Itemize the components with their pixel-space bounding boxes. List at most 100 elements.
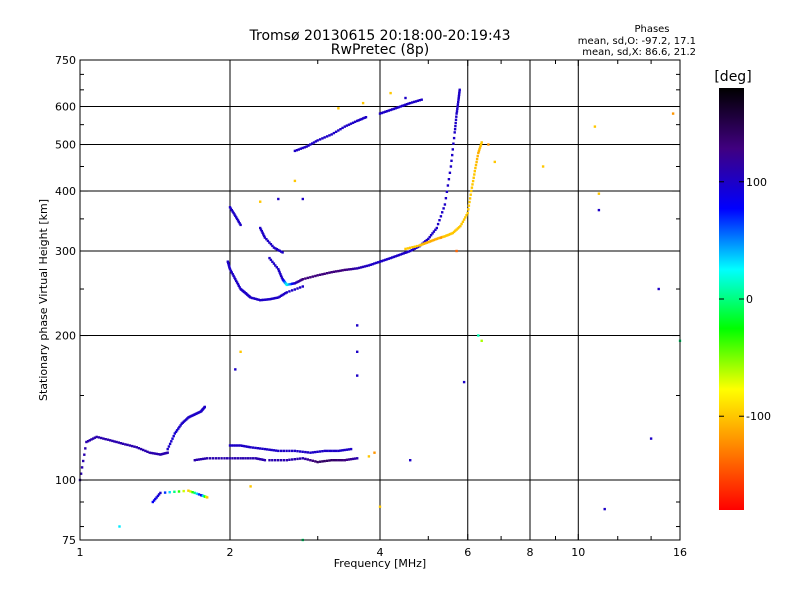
data-point [493, 160, 496, 164]
data-point [363, 116, 366, 119]
data-point [401, 104, 404, 108]
data-point [363, 265, 367, 268]
data-point [353, 457, 357, 460]
data-point [378, 260, 382, 263]
data-point [291, 449, 294, 453]
data-point [85, 440, 88, 444]
data-point [356, 267, 359, 270]
data-point [445, 190, 449, 193]
data-point [293, 449, 297, 453]
data-point [356, 119, 359, 123]
data-point [203, 457, 207, 460]
data-point [289, 282, 293, 286]
data-point [477, 151, 480, 155]
data-point [133, 445, 136, 448]
data-point [249, 457, 252, 460]
data-point [479, 144, 482, 148]
data-point [455, 115, 458, 118]
y-axis-label: Stationary phase Virtual Height [km] [37, 199, 50, 401]
data-point [476, 154, 479, 158]
data-point [312, 141, 316, 144]
data-point [357, 119, 360, 122]
data-point [274, 459, 277, 462]
data-point [422, 242, 426, 245]
data-point [278, 295, 281, 298]
data-point [178, 425, 181, 429]
data-point [337, 449, 340, 453]
data-point [235, 279, 238, 283]
data-point [332, 449, 336, 453]
data-point [153, 452, 157, 455]
data-point [203, 405, 206, 409]
data-point [228, 444, 232, 447]
data-point [396, 254, 399, 257]
data-point [174, 430, 178, 434]
data-point [339, 128, 342, 131]
data-point [274, 449, 278, 452]
data-point [126, 443, 129, 447]
x-tick-label: 10 [571, 546, 585, 559]
stats-line-o: mean, sd,O: -97.2, 17.1 [578, 36, 696, 47]
data-point [254, 446, 257, 450]
data-point [432, 238, 436, 242]
data-point [197, 493, 201, 496]
data-point [277, 449, 280, 453]
data-point [168, 491, 171, 494]
data-point [275, 266, 278, 269]
data-point [406, 247, 409, 250]
data-point [309, 459, 312, 462]
colorbar-ticks: 100 0 -100 [719, 176, 771, 423]
data-point [389, 108, 392, 112]
data-point [230, 444, 233, 447]
y-tick-label: 400 [55, 185, 76, 198]
data-point [293, 282, 297, 285]
data-point [277, 267, 280, 271]
data-point [237, 284, 240, 287]
data-point [341, 126, 344, 130]
data-point [420, 98, 423, 101]
data-point [109, 439, 112, 442]
data-point [106, 438, 110, 441]
data-point [157, 493, 161, 496]
grid-lines [80, 60, 680, 540]
data-point [332, 131, 336, 135]
data-point [318, 460, 322, 463]
data-point [135, 446, 138, 449]
data-point [347, 268, 351, 271]
data-point [414, 100, 418, 103]
data-point [263, 447, 267, 451]
data-point [301, 457, 304, 460]
data-point [465, 214, 468, 217]
data-point [409, 249, 412, 253]
y-axis-ticks: 75 100 200 300 400 500 600 750 [55, 54, 680, 547]
data-point [305, 145, 308, 148]
data-point [421, 243, 424, 246]
data-point [464, 216, 467, 219]
data-point [159, 491, 162, 495]
data-point [413, 247, 417, 250]
data-point [195, 492, 199, 495]
data-point [480, 339, 483, 342]
data-point [649, 437, 653, 440]
colorbar-tick-label: -100 [746, 410, 771, 423]
data-point [278, 271, 281, 274]
data-point [88, 439, 91, 442]
data-point [266, 298, 270, 301]
data-point [265, 448, 269, 451]
data-point [384, 258, 387, 262]
data-point [447, 178, 451, 181]
data-point [231, 273, 234, 276]
data-point [457, 226, 461, 229]
data-point [311, 451, 314, 454]
data-point [179, 424, 182, 427]
data-point [166, 451, 169, 454]
data-point [407, 250, 410, 253]
data-point [295, 281, 298, 284]
data-point [279, 459, 283, 462]
x-axis-label: Frequency [MHz] [334, 557, 426, 570]
data-point [429, 234, 433, 237]
data-point [148, 451, 151, 454]
data-point [214, 457, 218, 460]
data-point [269, 243, 273, 246]
data-point [217, 457, 220, 460]
